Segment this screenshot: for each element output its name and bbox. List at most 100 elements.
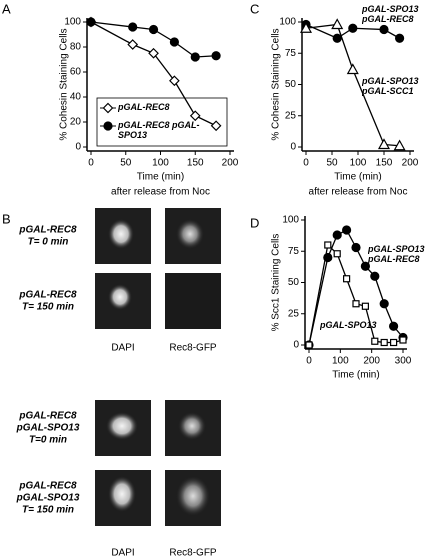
marker — [380, 338, 388, 347]
column-label: DAPI — [111, 548, 134, 559]
marker — [148, 24, 159, 35]
y-tick-label: 100 — [64, 17, 81, 28]
row-label: T= 0 min — [28, 237, 69, 248]
micrographs — [95, 208, 221, 526]
x-tick-label: 100 — [350, 158, 367, 169]
y-axis-label: % Cohesin Staining Cells — [271, 28, 282, 140]
marker — [399, 336, 407, 344]
y-tick-label: 75 — [285, 48, 297, 59]
x-axis-label: after release from Noc — [309, 187, 408, 198]
y-axis-label: % Cohesin Staining Cells — [59, 28, 70, 140]
marker — [169, 37, 179, 47]
x-tick-label: 150 — [376, 158, 393, 169]
y-tick-label: 50 — [285, 79, 297, 90]
label-box: pGAL-SPO13 pGAL-SCC1 — [362, 76, 419, 96]
x-tick-label: 50 — [326, 158, 338, 169]
marker — [377, 138, 391, 150]
marker — [348, 23, 358, 33]
marker — [86, 17, 96, 27]
x-tick-label: 100 — [332, 356, 349, 367]
marker — [210, 120, 222, 132]
x-axis-label: Time (min) — [334, 172, 381, 183]
panel-letter: B — [2, 211, 11, 226]
column-label: Rec8-GFP — [169, 343, 217, 354]
y-tick-label: 80 — [70, 42, 82, 53]
row-label: T=0 min — [29, 435, 67, 446]
row-label: pGAL-REC8 — [18, 411, 77, 422]
label-box: pGAL-REC8 — [118, 102, 170, 112]
marker — [379, 24, 389, 35]
marker — [346, 63, 359, 75]
y-tick-label: 100 — [279, 17, 296, 28]
marker — [305, 341, 313, 349]
marker — [128, 22, 138, 32]
marker — [395, 33, 405, 43]
row-label: pGAL-REC8 — [18, 481, 77, 492]
legend-entry: pGAL-SPO13 pGAL-SCC1 — [362, 76, 419, 96]
marker — [332, 230, 342, 240]
row-label: T= 150 min — [22, 505, 74, 516]
marker — [379, 299, 389, 309]
marker — [169, 75, 180, 87]
marker — [352, 300, 360, 308]
row-label: pGAL-REC8 — [18, 290, 77, 301]
row-label: T= 150 min — [22, 302, 74, 313]
marker — [361, 302, 369, 310]
marker — [332, 33, 342, 43]
row-label: pGAL-REC8 — [18, 225, 77, 236]
legend-entry: pGAL-SPO13 — [320, 320, 377, 330]
marker — [333, 250, 341, 258]
row-label: pGAL-SPO13 — [16, 493, 80, 504]
marker — [331, 18, 344, 30]
y-tick-label: 20 — [70, 117, 82, 128]
marker — [324, 241, 332, 249]
marker — [390, 338, 398, 347]
x-tick-label: 200 — [402, 158, 419, 169]
x-tick-label: 200 — [363, 356, 380, 367]
marker — [370, 271, 380, 281]
label-box: pGAL-SPO13 pGAL-REC8 — [368, 244, 425, 264]
label-box: pGAL-SPO13 — [320, 320, 377, 330]
column-label: Rec8-GFP — [169, 548, 217, 559]
x-tick-label: 100 — [152, 158, 169, 169]
marker — [190, 52, 200, 62]
y-tick-label: 0 — [75, 142, 81, 153]
y-tick-label: 25 — [285, 110, 297, 121]
x-tick-label: 200 — [222, 158, 239, 169]
y-tick-label: 75 — [288, 246, 300, 257]
legend-marker — [102, 102, 114, 114]
legend-entry: pGAL-SPO13 pGAL-REC8 — [368, 244, 425, 264]
marker — [211, 51, 221, 61]
x-tick-label: 0 — [306, 356, 312, 367]
x-axis-label: Time (min) — [137, 172, 184, 183]
y-tick-label: 0 — [290, 142, 296, 153]
marker — [371, 337, 379, 345]
series-line — [308, 243, 404, 346]
panel-letter: C — [250, 1, 259, 16]
series-line — [308, 229, 404, 346]
x-tick-label: 0 — [303, 158, 309, 169]
y-tick-label: 60 — [70, 67, 82, 78]
legend-box — [96, 97, 228, 147]
y-tick-label: 40 — [70, 92, 82, 103]
legend-entry: pGAL-SPO13 pGAL-REC8 — [362, 4, 419, 24]
y-tick-label: 0 — [293, 340, 299, 351]
legend-entry: pGAL-REC8 pGAL-SPO13 — [118, 120, 200, 140]
marker — [389, 321, 399, 331]
label-box: pGAL-SPO13 pGAL-REC8 — [362, 4, 419, 24]
marker — [351, 242, 361, 253]
marker — [299, 22, 313, 33]
y-tick-label: 50 — [288, 277, 300, 288]
y-axis-label: % Scc1 Staining Cells — [271, 234, 282, 332]
marker — [360, 261, 370, 271]
x-tick-label: 150 — [187, 158, 204, 169]
marker — [148, 47, 159, 59]
y-tick-label: 100 — [282, 215, 299, 226]
marker — [342, 225, 352, 235]
x-tick-label: 300 — [395, 356, 412, 367]
panel-letter: D — [250, 215, 259, 230]
marker — [343, 275, 351, 283]
legend-marker — [103, 121, 113, 131]
x-axis-label: Time (min) — [332, 370, 379, 381]
